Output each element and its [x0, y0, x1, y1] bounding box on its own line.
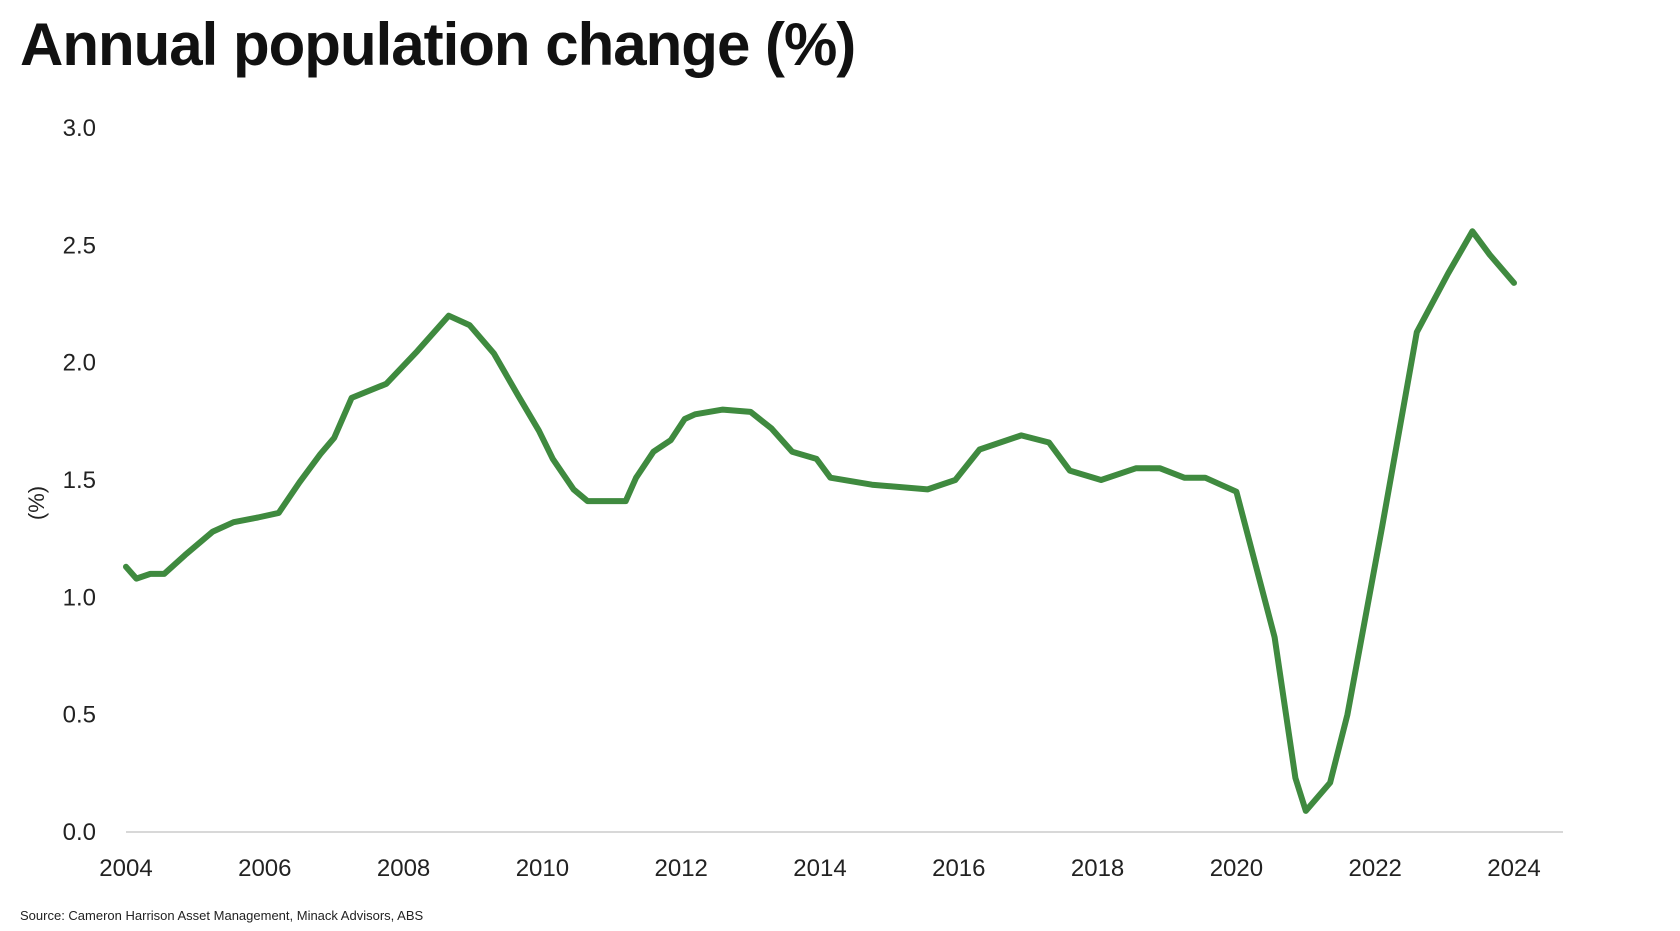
y-tick-label: 2.0 — [63, 350, 96, 377]
y-tick-label: 0.5 — [63, 702, 96, 729]
source-note: Source: Cameron Harrison Asset Managemen… — [20, 908, 424, 923]
y-axis-ticks: 0.0 0.5 1.0 1.5 2.0 2.5 3.0 — [63, 115, 96, 846]
x-axis-ticks: 2004 2006 2008 2010 2012 2014 2016 2018 2020 2022… — [99, 855, 1540, 882]
x-tick-label: 2018 — [1071, 855, 1124, 882]
y-tick-label: 0.0 — [63, 819, 96, 846]
x-tick-label: 2020 — [1210, 855, 1263, 882]
line-chart: 0.00.51.01.52.02.53.0 2004 2006 2008 2010 20… — [24, 115, 1563, 882]
series-line — [123, 228, 1517, 814]
x-tick-label: 2016 — [932, 855, 985, 882]
x-tick-label: 2014 — [793, 855, 846, 882]
x-tick-label: 2024 — [1487, 855, 1540, 882]
y-tick-label: 2.5 — [63, 232, 96, 259]
x-tick-label: 2022 — [1349, 855, 1402, 882]
y-tick-label: 3.0 — [63, 115, 96, 142]
x-tick-label: 2008 — [377, 855, 430, 882]
x-tick-label: 2006 — [238, 855, 291, 882]
x-tick-label: 2010 — [516, 855, 569, 882]
y-tick-label: 1.0 — [63, 584, 96, 611]
chart-title: Annual population change (%) — [20, 11, 856, 78]
x-tick-label: 2004 — [99, 855, 152, 882]
x-tick-label: 2012 — [655, 855, 708, 882]
y-tick-label: 1.5 — [63, 467, 96, 494]
y-axis-title: (%) — [24, 486, 49, 520]
